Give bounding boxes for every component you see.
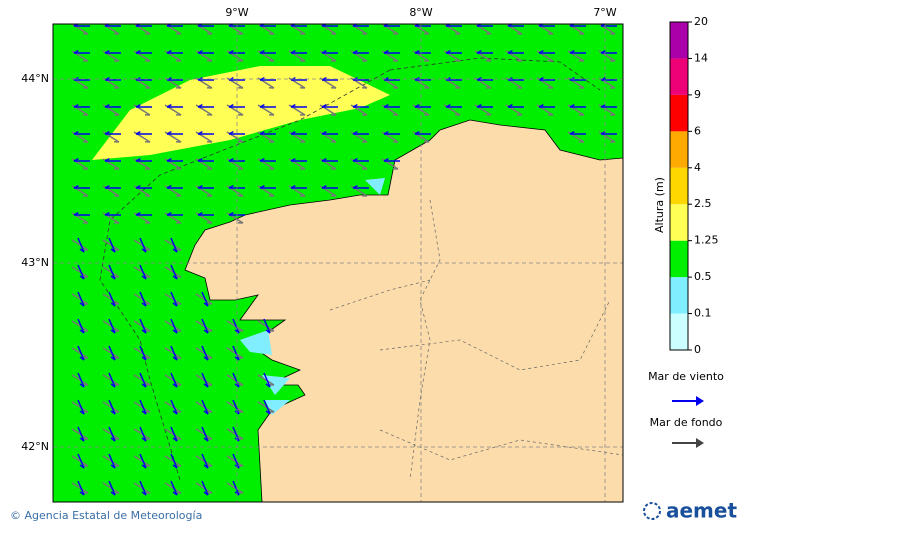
colorbar-segment [670,168,688,204]
colorbar-segment [670,22,688,58]
colorbar-label: 4 [694,161,701,174]
legend-wind-sea: Mar de viento [648,370,724,383]
lat-label: 44°N [21,72,49,85]
lon-label: 7°W [593,6,616,19]
lon-label: 9°W [225,6,248,19]
colorbar-label: 9 [694,88,701,101]
logo-mark [644,503,660,519]
colorbar-label: 0.1 [694,307,712,320]
map-area [53,24,623,502]
colorbar-segment [670,314,688,350]
colorbar-segment [670,58,688,94]
colorbar-segment [670,204,688,240]
colorbar-title: Altura (m) [653,177,666,233]
colorbar-segment [670,277,688,313]
legend-swell: Mar de fondo [650,416,723,429]
colorbar-segment [670,95,688,131]
colorbar-label: 1.25 [694,234,719,247]
colorbar-label: 6 [694,124,701,137]
colorbar-label: 14 [694,51,708,64]
colorbar-label: 0 [694,343,701,356]
legend-swell-arrowhead [696,438,704,448]
lon-label: 8°W [409,6,432,19]
colorbar-segment [670,131,688,167]
colorbar: 0 0.1 0.5 1.25 2.5 4 6 9 14 20 [670,15,719,356]
colorbar-label: 0.5 [694,270,712,283]
lat-label: 43°N [21,256,49,269]
legend-wind-arrowhead [696,396,704,406]
colorbar-segment [670,241,688,277]
colorbar-label: 20 [694,15,708,28]
credit: © Agencia Estatal de Meteorología [10,509,202,522]
colorbar-label: 2.5 [694,197,712,210]
logo: aemet [666,499,737,523]
lat-label: 42°N [21,440,49,453]
